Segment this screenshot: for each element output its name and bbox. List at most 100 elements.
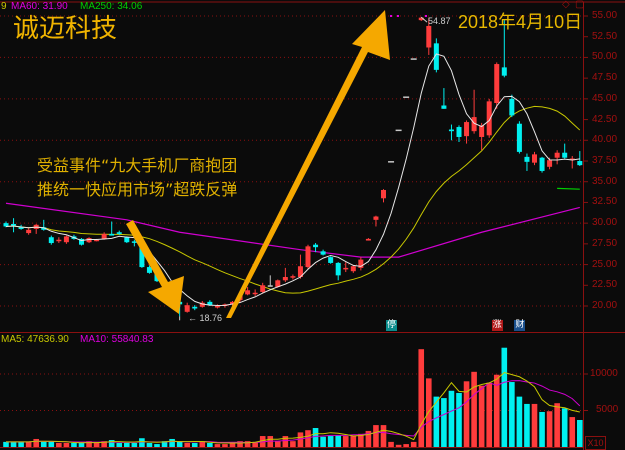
price-tick-label: 50.00 [592, 51, 618, 63]
candle-body [146, 267, 152, 273]
volume-bar [418, 349, 425, 447]
volume-bar [380, 425, 387, 447]
volume-bar [463, 381, 470, 447]
candle-body [426, 25, 432, 48]
volume-bar [561, 408, 568, 447]
candle-body [18, 227, 24, 229]
volume-bar [554, 403, 560, 447]
candle-body [124, 237, 130, 243]
down-arrow-icon [126, 220, 184, 314]
candle-body [139, 244, 145, 268]
volume-bar [244, 441, 251, 447]
volume-bar [546, 411, 553, 447]
volume-bar [577, 419, 583, 447]
stock-name-title: 诚迈科技 [13, 14, 118, 44]
volume-bar [426, 378, 432, 447]
candle-body [305, 246, 311, 268]
candle-body [486, 101, 492, 136]
volume-bar [169, 438, 175, 447]
price-tick-label: 40.00 [592, 134, 618, 146]
marker-suspend[interactable]: 停 [386, 320, 398, 331]
low-price-label: ← 18.76 [188, 313, 223, 323]
volume-bar [63, 442, 70, 447]
volume-bar [478, 385, 485, 447]
price-tick-label: 42.50 [592, 113, 618, 125]
volume-bar [433, 396, 440, 447]
candle-body [267, 285, 273, 287]
price-tick-label: 52.50 [592, 30, 618, 42]
square-icon[interactable]: ▢ [575, 0, 585, 10]
up-arrow-icon [226, 10, 390, 318]
volume-bar [282, 436, 289, 447]
candle-body [109, 233, 115, 236]
volume-legend-ma10: MA10: 55840.83 [80, 334, 153, 345]
volume-bar [184, 442, 190, 447]
volume-bar [252, 441, 258, 447]
volume-bar [229, 442, 236, 447]
volume-bar [569, 417, 576, 447]
candle-body [199, 302, 205, 307]
volume-bar [18, 441, 24, 447]
candle-body [26, 229, 32, 234]
volume-bar [365, 430, 372, 447]
volume-bar [124, 442, 130, 447]
high-price-value: 54.87 [428, 16, 451, 26]
volume-bar [358, 433, 364, 447]
candle-body [577, 161, 583, 166]
volume-bar [78, 442, 85, 447]
candle-body [275, 280, 281, 287]
candle-body [328, 257, 334, 263]
volume-bar [33, 438, 39, 447]
candle-body [418, 17, 424, 21]
volume-bar [56, 442, 62, 447]
candle-body [464, 122, 470, 137]
candle-body [524, 156, 530, 162]
volume-bar [471, 371, 477, 447]
diamond-icon[interactable]: ◇ [562, 0, 570, 10]
candle-body [479, 125, 485, 137]
candle-body [532, 154, 537, 163]
volume-multiplier[interactable]: X10 [585, 436, 606, 450]
candle-body [3, 223, 9, 227]
volume-bar [335, 435, 341, 447]
candle-body [313, 244, 319, 248]
date-label: 2018年4月10日 [458, 12, 583, 32]
volume-bar [373, 425, 379, 447]
volume-bar [146, 442, 153, 447]
price-tick-label: 35.00 [592, 175, 618, 187]
signal-dot [425, 15, 427, 17]
volume-bar [116, 442, 123, 447]
candle-body [365, 238, 371, 241]
price-tick-label: 22.50 [592, 279, 618, 291]
candle-body [509, 98, 515, 116]
volume-bar [199, 441, 206, 447]
candle-body [48, 237, 54, 244]
marker-finance[interactable]: 财 [514, 320, 526, 331]
candle-body [79, 238, 84, 245]
volume-bar [531, 403, 538, 447]
candle-body [539, 157, 545, 171]
volume-bar [10, 441, 17, 447]
annotation-line-2: 推统一快应用市场”超跌反弹 [37, 180, 238, 199]
candle-body [335, 262, 341, 276]
price-tick-label: 47.50 [592, 72, 618, 84]
volume-bar [388, 441, 394, 447]
volume-tick-10000: 10000 [590, 368, 618, 379]
candle-body [373, 216, 379, 220]
candle-body [501, 67, 507, 76]
candle-body [297, 266, 303, 278]
signal-dot [390, 15, 392, 17]
volume-bar [297, 432, 304, 447]
candle-body [320, 251, 326, 255]
price-tick-label: 27.50 [592, 237, 618, 249]
volume-ma5-line [6, 371, 580, 444]
volume-bar [139, 438, 145, 447]
candle-body [358, 259, 364, 268]
volume-bar [3, 441, 9, 447]
volume-ma5-text: MA5: 47636.90 [1, 334, 69, 345]
marker-limit-up[interactable]: 涨 [491, 320, 503, 331]
high-price-label: 54.87 [428, 16, 451, 26]
